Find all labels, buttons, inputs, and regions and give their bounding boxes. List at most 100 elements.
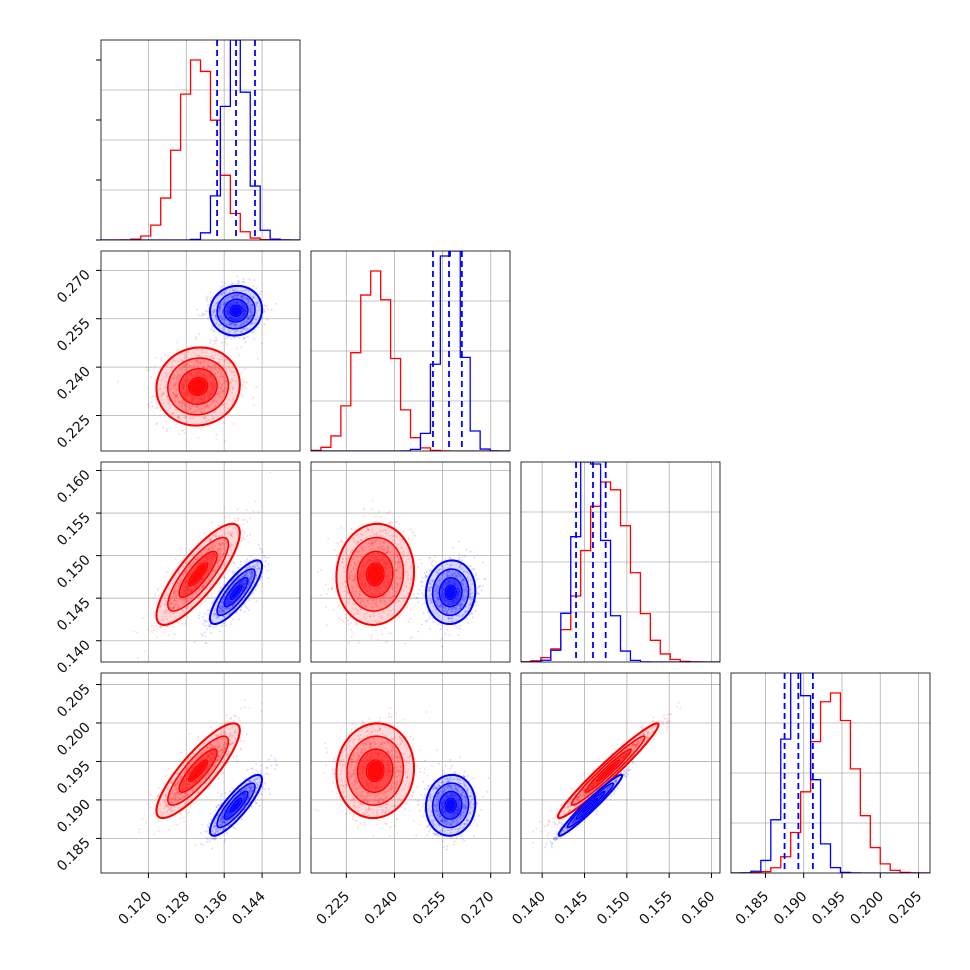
sample-point — [208, 538, 211, 541]
sample-point — [386, 640, 389, 643]
sample-point — [153, 611, 156, 614]
sample-point — [175, 395, 178, 398]
sample-point — [269, 471, 272, 474]
sample-point — [209, 339, 212, 342]
sample-point — [250, 322, 253, 325]
sample-point — [326, 592, 329, 595]
sample-point — [250, 308, 253, 311]
sample-point — [200, 632, 203, 635]
sample-point — [221, 364, 224, 367]
sample-point — [231, 297, 234, 300]
sample-point — [214, 372, 217, 375]
panel-2-1 — [311, 462, 510, 662]
sample-point — [172, 592, 175, 595]
sample-point — [171, 387, 174, 390]
sample-point — [217, 395, 220, 398]
sample-point — [160, 605, 163, 608]
sample-point — [225, 402, 228, 405]
sample-point — [393, 580, 396, 583]
sample-point — [245, 298, 248, 301]
sample-point — [179, 358, 182, 361]
sample-point — [412, 531, 415, 534]
sample-point — [221, 310, 224, 313]
sample-point — [222, 553, 225, 556]
sample-point — [354, 534, 357, 537]
sample-point — [150, 396, 153, 399]
contour-level-3 — [229, 304, 243, 318]
sample-point — [190, 564, 193, 567]
sample-point — [214, 339, 217, 342]
sample-point — [238, 577, 241, 580]
sample-point — [176, 394, 179, 397]
sample-point — [210, 328, 213, 331]
sample-point — [185, 416, 188, 419]
y-tick-label: 0.140 — [54, 637, 94, 677]
sample-point — [169, 599, 172, 602]
sample-point — [183, 610, 186, 613]
sample-point — [193, 640, 196, 643]
sample-point — [214, 368, 217, 371]
sample-point — [355, 542, 358, 545]
sample-point — [345, 560, 348, 563]
contour-level-1 — [166, 536, 230, 612]
sample-point — [196, 405, 199, 408]
sample-point — [169, 380, 172, 383]
sample-point — [159, 359, 162, 362]
sample-point — [390, 632, 393, 635]
sample-point — [374, 520, 377, 523]
sample-point — [214, 570, 217, 573]
sample-point — [182, 598, 185, 601]
sample-point — [212, 417, 215, 420]
sample-point — [222, 303, 225, 306]
sample-point — [239, 560, 242, 563]
sample-point — [219, 316, 222, 319]
sample-point — [202, 366, 205, 369]
sample-point — [175, 375, 178, 378]
sample-point — [155, 628, 158, 631]
sample-point — [263, 304, 266, 307]
sample-point — [232, 294, 235, 297]
sample-point — [173, 612, 176, 615]
sample-point — [230, 370, 233, 373]
sample-point — [212, 357, 215, 360]
sample-point — [161, 426, 164, 429]
sample-point — [206, 579, 209, 582]
sample-point — [172, 358, 175, 361]
sample-point — [171, 582, 174, 585]
sample-point — [375, 604, 378, 607]
sample-point — [270, 308, 273, 311]
sample-point — [219, 607, 222, 610]
sample-point — [246, 301, 249, 304]
sample-point — [213, 569, 216, 572]
sample-point — [211, 619, 214, 622]
sample-point — [230, 283, 233, 286]
sample-point — [199, 361, 202, 364]
sample-point — [206, 404, 209, 407]
sample-point — [248, 317, 251, 320]
sample-point — [403, 530, 406, 533]
sample-point — [193, 363, 196, 366]
sample-point — [214, 314, 217, 317]
sample-point — [235, 329, 238, 332]
sample-point — [231, 604, 234, 607]
sample-point — [360, 538, 363, 541]
sample-point — [184, 622, 187, 625]
sample-point — [185, 600, 188, 603]
sample-point — [221, 318, 224, 321]
sample-point — [222, 610, 225, 613]
sample-point — [230, 533, 233, 536]
sample-point — [165, 374, 168, 377]
sample-point — [246, 574, 249, 577]
sample-point — [255, 305, 258, 308]
sample-point — [240, 539, 243, 542]
sample-point — [221, 327, 224, 330]
sample-point — [397, 600, 400, 603]
sample-point — [236, 529, 239, 532]
sample-point — [221, 534, 224, 537]
sample-point — [243, 328, 246, 331]
sample-point — [349, 622, 352, 625]
sample-point — [249, 323, 252, 326]
sample-point — [251, 303, 254, 306]
sample-point — [214, 613, 217, 616]
